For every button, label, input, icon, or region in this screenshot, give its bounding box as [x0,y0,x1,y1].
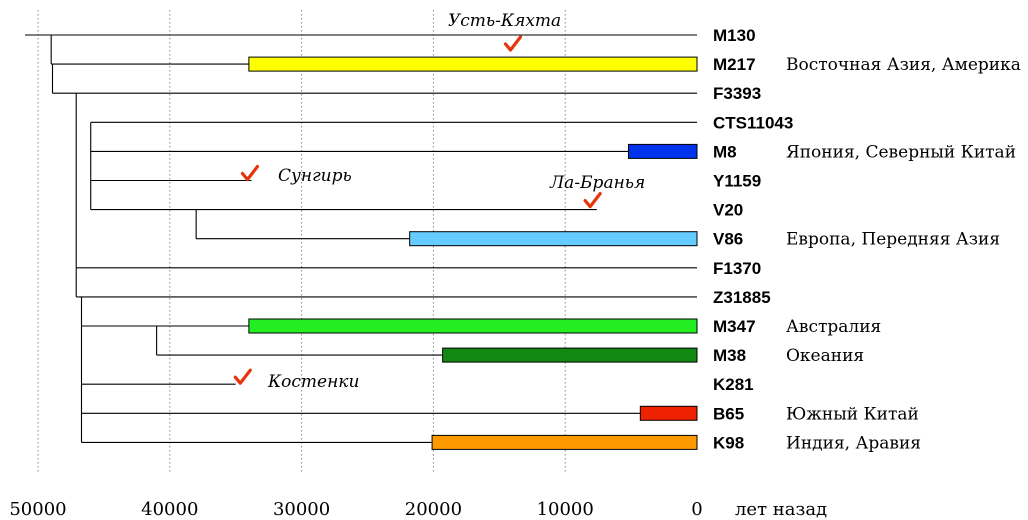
haplogroup-M347: M347 [713,317,756,336]
region-labels: Восточная Азия, Америка Япония, Северный … [786,55,1021,453]
haplogroup-M8: M8 [713,142,737,161]
site-label: Костенки [267,372,359,392]
tick-label: 30000 [273,499,330,520]
haplogroup-Z31885: Z31885 [713,288,771,307]
region-K98: Индия, Аравия [786,433,921,453]
region-V86: Европа, Передняя Азия [786,230,1000,250]
region-M8: Япония, Северный Китай [786,142,1016,162]
haplogroup-labels: M130 M217 F3393 CTS11043 M8 Y1159 V20 V86 F1370 Z… [713,26,793,452]
tick-label: 50000 [9,499,66,520]
haplogroup-M130: M130 [713,26,756,45]
haplogroup-V86: V86 [713,230,743,249]
site-label: Ла-Бранья [549,173,645,193]
time-axis: лет назад 50000 40000 30000 20000 10000 0 [9,499,827,520]
checkmark-icon [583,192,602,209]
site-label: Усть-Кяхта [448,11,561,31]
region-M38: Океания [786,346,864,366]
checkmark-icon [503,35,523,52]
axis-unit-label: лет назад [735,499,827,520]
age-bar-V86 [409,231,698,247]
tick-label: 20000 [405,499,462,520]
haplogroup-M217: M217 [713,55,756,74]
haplogroup-B65: B65 [713,404,744,423]
tick-label: 10000 [537,499,594,520]
age-bar-K98 [431,434,698,450]
age-bars [248,56,698,450]
tree-branches [25,34,697,443]
haplogroup-F3393: F3393 [713,84,761,103]
site-label: Сунгирь [278,166,352,186]
age-bar-M217 [248,56,698,72]
haplogroup-M38: M38 [713,346,746,365]
region-M217: Восточная Азия, Америка [786,55,1021,75]
grid-lines [37,10,566,472]
age-bar-M347 [248,318,698,334]
haplogroup-V20: V20 [713,201,743,220]
haplogroup-Y1159: Y1159 [713,172,761,191]
haplogroup-K98: K98 [713,433,744,452]
haplogroup-K281: K281 [713,375,754,394]
tick-label: 40000 [141,499,198,520]
checkmark-icon [233,368,252,385]
checkmark-icon [240,164,260,182]
haplogroup-CTS11043: CTS11043 [713,113,793,132]
age-bar-M8 [627,143,698,159]
archaeological-sites: Усть-Кяхта Сунгирь Ла-Бранья Костенки [233,11,645,392]
tick-label: 0 [691,499,702,520]
haplogroup-F1370: F1370 [713,259,761,278]
region-M347: Австралия [786,317,881,337]
age-bar-M38 [442,347,698,363]
age-bar-B65 [639,405,698,421]
region-B65: Южный Китай [786,404,919,424]
